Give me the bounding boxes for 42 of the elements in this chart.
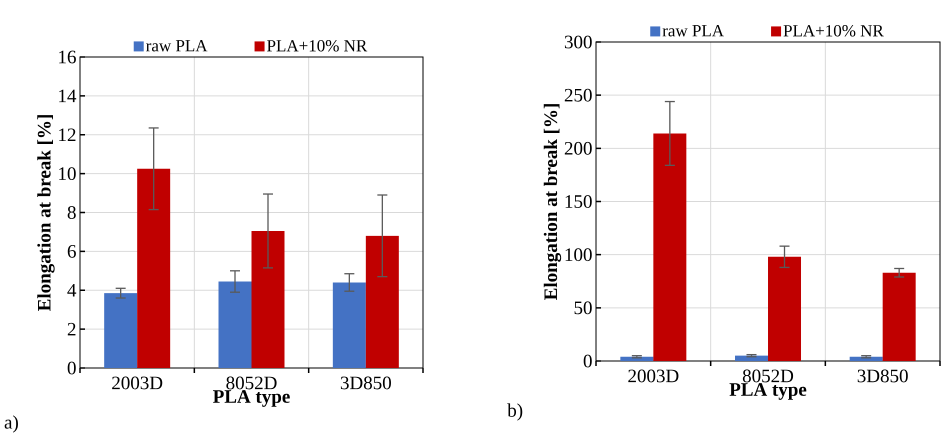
bar xyxy=(366,236,399,368)
bar xyxy=(218,282,252,368)
y-tick-label: 2 xyxy=(68,322,76,336)
legend-label: PLA+10% NR xyxy=(784,25,884,37)
y-tick-label: 0 xyxy=(68,362,76,374)
y-tick-label: 150 xyxy=(566,195,592,208)
bar xyxy=(768,256,802,361)
legend-label: PLA+10% NR xyxy=(267,40,368,52)
x-tick-label: 8052D xyxy=(226,376,277,390)
text: a) xyxy=(4,415,18,433)
x-tick-label: 2003D xyxy=(112,376,162,390)
y-tick-label: 16 xyxy=(59,50,76,64)
x-axis-title: PLA type xyxy=(730,383,806,400)
y-tick-label: 300 xyxy=(564,36,592,48)
x-axis-title: PLA type xyxy=(213,390,290,407)
x-tick-label: 3D850 xyxy=(340,376,391,390)
y-tick-label: 6 xyxy=(68,244,76,258)
bar xyxy=(653,133,686,361)
text: b) xyxy=(507,403,522,421)
bar xyxy=(104,293,138,368)
y-tick-label: 250 xyxy=(564,88,592,102)
y-axis-title: Elongation at break [%] xyxy=(544,104,562,300)
y-tick-label: 10 xyxy=(59,167,76,180)
bar xyxy=(252,230,284,368)
bar xyxy=(882,272,916,361)
bar xyxy=(735,356,768,361)
x-tick-label: 8052D xyxy=(742,370,794,382)
y-tick-label: 200 xyxy=(564,142,592,155)
bar xyxy=(137,168,170,368)
y-tick-label: 50 xyxy=(574,301,592,314)
legend-label: raw PLA xyxy=(146,40,208,52)
y-tick-label: 14 xyxy=(59,90,76,102)
y-tick-label: 0 xyxy=(584,354,592,368)
bar xyxy=(332,282,366,368)
y-tick-label: 12 xyxy=(59,128,76,142)
x-tick-label: 2003D xyxy=(628,370,678,382)
y-axis-title: Elongation at break [%] xyxy=(37,115,55,311)
legend-label: raw PLA xyxy=(662,25,724,36)
y-tick-label: 8 xyxy=(68,206,76,219)
x-tick-label: 3D850 xyxy=(858,370,908,382)
y-tick-label: 4 xyxy=(67,284,76,296)
y-tick-label: 100 xyxy=(566,248,592,262)
